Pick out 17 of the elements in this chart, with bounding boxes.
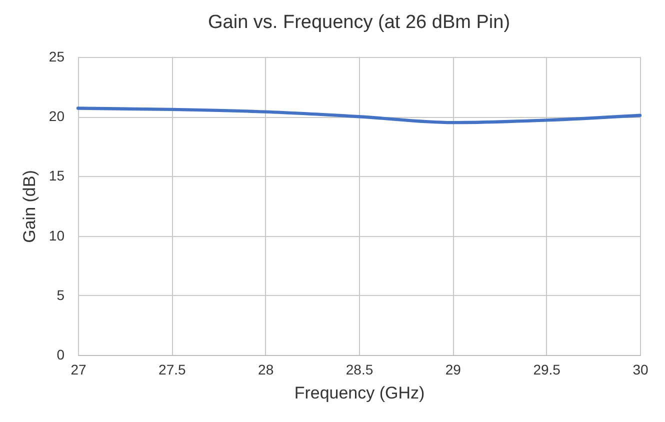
- y-tick-label: 15: [48, 168, 65, 184]
- y-tick-label: 20: [48, 108, 65, 124]
- x-tick-label: 30: [632, 362, 648, 378]
- x-tick-label: 29.5: [533, 362, 561, 378]
- y-tick-label: 10: [48, 227, 65, 244]
- x-tick-label: 27: [70, 362, 86, 378]
- x-tick-label: 28.5: [346, 362, 374, 378]
- y-tick-label: 25: [48, 48, 65, 64]
- x-axis-title: Frequency (GHz): [294, 384, 425, 402]
- x-tick-label: 29: [445, 362, 462, 378]
- x-tick-label: 27.5: [158, 362, 186, 378]
- y-tick-label: 5: [56, 286, 65, 303]
- x-tick-label: 28: [258, 362, 274, 378]
- chart-title: Gain vs. Frequency (at 26 dBm Pin): [208, 12, 510, 33]
- y-tick-label: 0: [56, 346, 65, 362]
- y-axis-title: Gain (dB): [20, 170, 39, 243]
- line-series: [76, 106, 642, 124]
